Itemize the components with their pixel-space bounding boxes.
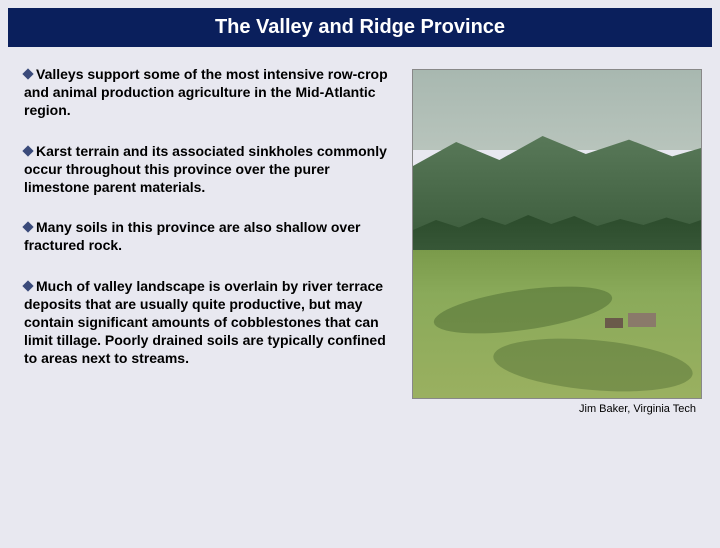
slide-title: The Valley and Ridge Province (8, 8, 712, 47)
bullet-4: Much of valley landscape is overlain by … (24, 277, 396, 368)
bullet-text: Much of valley landscape is overlain by … (24, 278, 386, 367)
bullet-1: Valleys support some of the most intensi… (24, 65, 396, 120)
diamond-bullet-icon (22, 222, 33, 233)
diamond-bullet-icon (22, 280, 33, 291)
bullet-text: Karst terrain and its associated sinkhol… (24, 143, 387, 195)
sky-region (413, 70, 701, 150)
text-column: Valleys support some of the most intensi… (24, 65, 412, 415)
bullet-text: Valleys support some of the most intensi… (24, 66, 388, 118)
image-caption: Jim Baker, Virginia Tech (412, 403, 702, 415)
content-area: Valleys support some of the most intensi… (0, 47, 720, 415)
diamond-bullet-icon (22, 145, 33, 156)
farm-building (605, 318, 623, 328)
image-column: Jim Baker, Virginia Tech (412, 65, 702, 415)
bullet-3: Many soils in this province are also sha… (24, 218, 396, 254)
diamond-bullet-icon (22, 69, 33, 80)
bullet-2: Karst terrain and its associated sinkhol… (24, 142, 396, 197)
bullet-text: Many soils in this province are also sha… (24, 219, 360, 253)
farm-building (628, 313, 656, 327)
valley-landscape-image (412, 69, 702, 399)
